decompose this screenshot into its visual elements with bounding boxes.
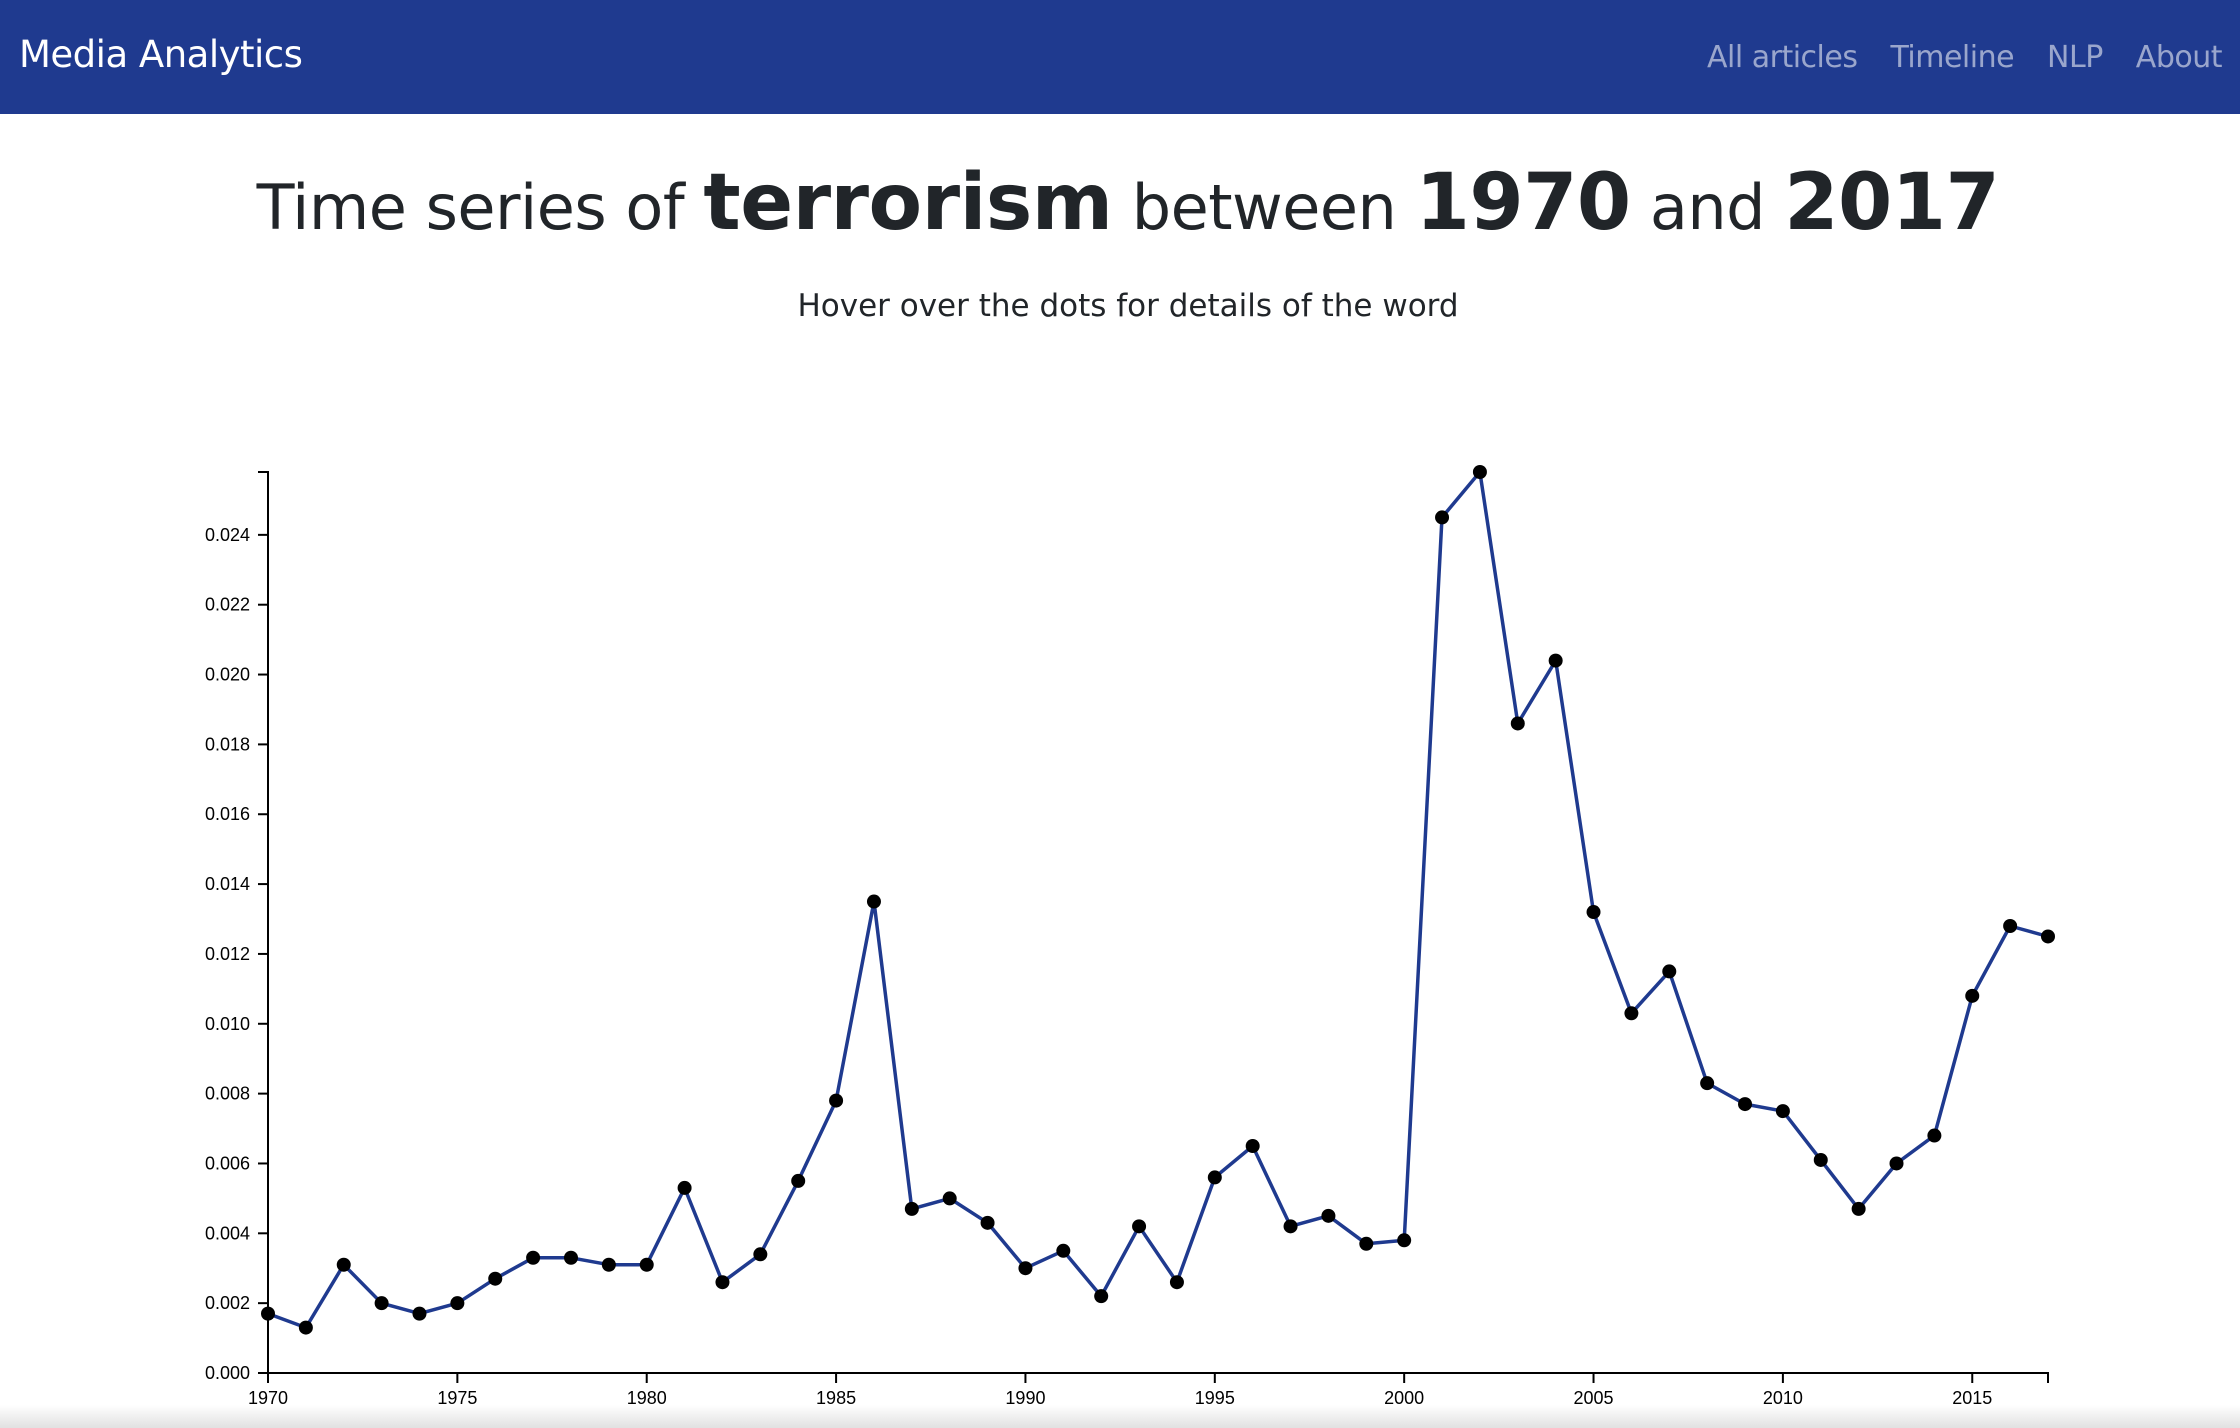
y-tick-label: 0.016 [205,804,250,824]
y-axis-line [258,471,269,1374]
data-point[interactable] [677,1180,692,1195]
data-point[interactable] [1472,465,1487,479]
data-point[interactable] [563,1250,578,1265]
data-point[interactable] [1586,905,1601,920]
x-tick-label: 2005 [1574,1388,1614,1405]
data-point[interactable] [1738,1097,1753,1112]
data-point[interactable] [1775,1104,1790,1119]
data-point[interactable] [829,1093,844,1108]
page-title: Time series of terrorism between 1970 an… [0,158,2240,248]
nav-links: All articles Timeline NLP About [1707,0,2222,114]
nav-link-nlp[interactable]: NLP [2047,39,2103,75]
data-point[interactable] [1245,1139,1260,1154]
x-tick-label: 1970 [248,1388,288,1405]
x-tick-label: 1975 [437,1388,477,1405]
data-point[interactable] [2003,918,2018,933]
brand-link[interactable]: Media Analytics [19,33,303,76]
y-tick-label: 0.022 [205,595,250,615]
data-point[interactable] [1018,1261,1033,1276]
data-point[interactable] [488,1271,503,1286]
data-point[interactable] [1321,1208,1336,1223]
data-point[interactable] [1624,1006,1639,1021]
data-point[interactable] [980,1215,995,1230]
y-tick-label: 0.010 [205,1014,250,1034]
x-tick-label: 2015 [1952,1388,1992,1405]
y-tick-label: 0.006 [205,1153,250,1173]
data-point[interactable] [791,1173,806,1188]
title-start-year: 1970 [1415,158,1632,248]
data-point[interactable] [1662,964,1677,979]
nav-link-timeline[interactable]: Timeline [1890,39,2015,75]
data-point[interactable] [1397,1233,1412,1248]
x-tick-label: 2000 [1384,1388,1424,1405]
data-point[interactable] [1283,1219,1298,1234]
x-tick-label: 1980 [627,1388,667,1405]
y-tick-label: 0.020 [205,665,250,685]
data-point[interactable] [1927,1128,1942,1143]
y-tick-label: 0.024 [205,525,250,545]
data-point[interactable] [1813,1152,1828,1167]
title-term: terrorism [703,158,1113,248]
data-point[interactable] [866,894,881,909]
data-point[interactable] [1132,1219,1147,1234]
nav-link-all-articles[interactable]: All articles [1707,39,1858,75]
data-point[interactable] [1094,1289,1109,1304]
title-prefix: Time series of [256,171,704,244]
data-point[interactable] [601,1257,616,1272]
data-point[interactable] [904,1201,919,1216]
data-point[interactable] [1548,653,1563,668]
data-point[interactable] [336,1257,351,1272]
x-tick-label: 1990 [1005,1388,1045,1405]
data-point[interactable] [450,1296,465,1311]
time-series-chart: 0.000 0.002 0.004 0.006 0.008 0.010 0.012 0.014… [205,465,2055,1405]
data-point[interactable] [1435,510,1450,525]
navbar: Media Analytics All articles Timeline NL… [0,0,2240,114]
data-point[interactable] [298,1320,313,1335]
y-tick-label: 0.004 [205,1223,250,1243]
data-point[interactable] [753,1247,768,1262]
y-tick-label: 0.008 [205,1084,250,1104]
data-point[interactable] [1510,716,1525,731]
data-point[interactable] [2041,929,2055,944]
data-point[interactable] [374,1296,389,1311]
data-point[interactable] [1056,1243,1071,1258]
data-point[interactable] [1359,1236,1374,1251]
data-point[interactable] [1889,1156,1904,1171]
data-point[interactable] [1965,988,1980,1003]
title-middle-1: between [1112,171,1416,244]
y-tick-label: 0.012 [205,944,250,964]
data-point[interactable] [942,1191,957,1206]
y-tick-label: 0.018 [205,734,250,754]
data-point[interactable] [1169,1275,1184,1290]
series-line [267,470,2049,1330]
data-point[interactable] [639,1257,654,1272]
data-point[interactable] [715,1275,730,1290]
x-tick-label: 1985 [816,1388,856,1405]
x-tick-label: 1995 [1195,1388,1235,1405]
subtitle: Hover over the dots for details of the w… [797,288,1459,324]
data-point[interactable] [1700,1076,1715,1091]
bottom-fade [0,1405,2240,1428]
y-tick-label: 0.014 [205,874,250,894]
data-point[interactable] [261,1306,275,1321]
data-point[interactable] [1851,1201,1866,1216]
x-axis-line [267,1372,2049,1383]
y-tick-label: 0.000 [205,1363,250,1383]
title-middle-2: and [1630,171,1785,244]
data-point[interactable] [526,1250,541,1265]
data-point[interactable] [1207,1170,1222,1185]
title-end-year: 2017 [1784,158,2000,248]
nav-link-about[interactable]: About [2135,39,2223,75]
y-tick-label: 0.002 [205,1293,250,1313]
x-tick-label: 2010 [1763,1388,1803,1405]
data-point[interactable] [412,1306,427,1321]
